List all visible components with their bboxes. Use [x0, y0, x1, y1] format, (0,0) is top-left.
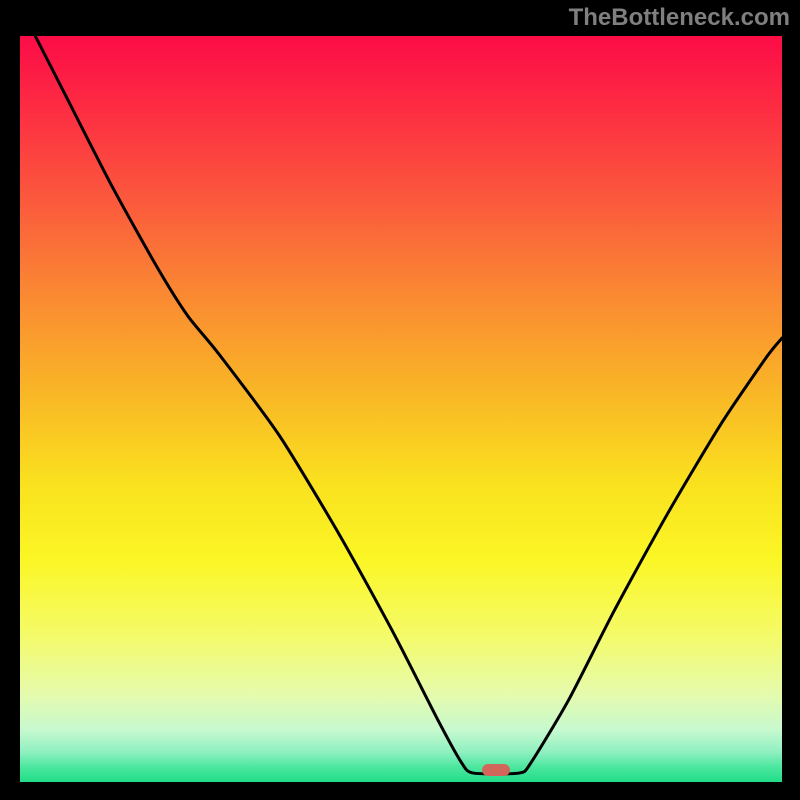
plot-area: [20, 36, 782, 782]
watermark-text: TheBottleneck.com: [569, 4, 790, 32]
curve-path: [35, 36, 782, 774]
bottleneck-curve: [20, 36, 782, 782]
optimal-marker: [482, 764, 510, 776]
chart-container: TheBottleneck.com: [0, 0, 800, 800]
